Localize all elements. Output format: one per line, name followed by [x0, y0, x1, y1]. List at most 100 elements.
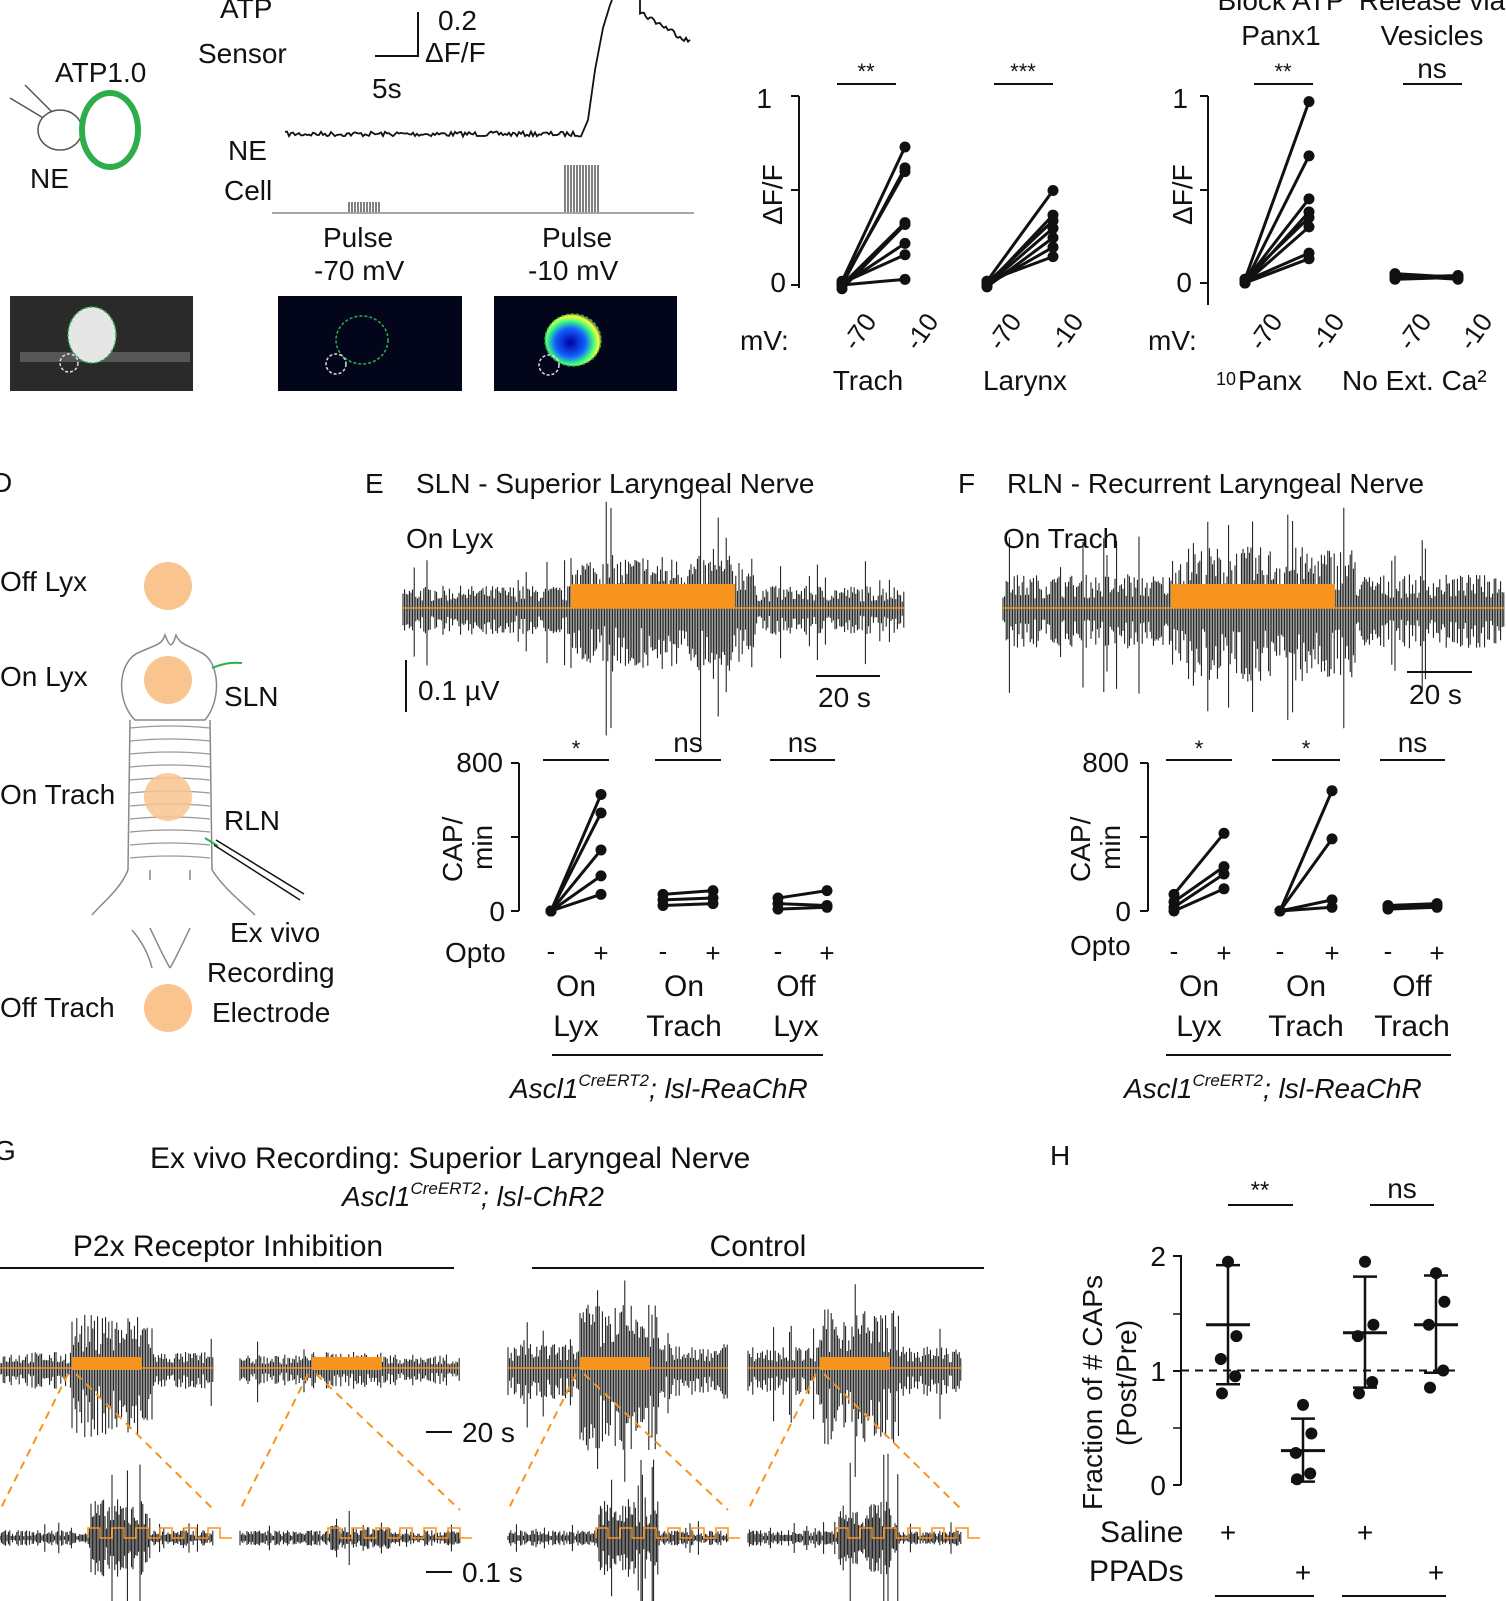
c-paired-points — [1239, 96, 1464, 289]
time-scale: 5s — [372, 73, 402, 104]
g-pulse-train — [327, 1527, 472, 1539]
f-ytick-800: 800 — [1082, 747, 1129, 778]
cap-point — [1326, 833, 1338, 845]
pulse-small — [348, 202, 380, 212]
e-nerve-trace — [402, 491, 905, 748]
opto-minus: - — [1276, 936, 1285, 966]
pair-line — [1244, 225, 1310, 285]
sig-label: ns — [788, 727, 818, 758]
opto-minus: - — [547, 936, 556, 966]
cap-pair-line — [1387, 903, 1438, 909]
pair-point — [899, 166, 911, 178]
site-on-lyx: On Lyx — [0, 661, 88, 692]
h-saline-plus: + — [1357, 1517, 1373, 1548]
trachea-ring — [129, 751, 211, 755]
cap-point — [1168, 905, 1180, 917]
f-ylabel-2: min — [1095, 825, 1126, 870]
cap-point — [707, 898, 719, 910]
h-point — [1289, 1446, 1302, 1459]
group-label: On — [1286, 970, 1326, 1003]
c-ylabel: ΔF/F — [1167, 164, 1198, 225]
c-xtick: -70 — [1391, 307, 1437, 355]
cap-pair-line — [1387, 905, 1438, 911]
g-traces — [0, 1280, 980, 1601]
ne-cell-row-label-2: Cell — [224, 175, 272, 206]
cap-point — [595, 888, 607, 900]
b-sig-larynx: *** — [1010, 59, 1036, 84]
cap-pair-line — [550, 874, 602, 913]
c-group-noca: No Ext. Ca² — [1342, 365, 1487, 396]
g-zoom-guide — [0, 1373, 69, 1511]
scale-unit: ΔF/F — [425, 37, 486, 68]
cap-pair-line — [1278, 837, 1334, 912]
pair-point — [1303, 150, 1315, 162]
trachea-ring — [129, 842, 211, 846]
h-point — [1366, 1375, 1379, 1388]
h-point — [1424, 1381, 1436, 1394]
panel-g-letter: G — [0, 1135, 16, 1166]
h-ppads-plus: + — [1428, 1557, 1444, 1588]
h-ppads-label: PPADs — [1089, 1555, 1183, 1588]
sig-label: * — [1302, 736, 1311, 761]
pair-point — [1303, 253, 1315, 265]
group-label: On — [1179, 970, 1219, 1003]
panel-e-letter: E — [365, 468, 384, 499]
pair-line — [985, 189, 1055, 283]
trachea-ring — [129, 855, 211, 859]
opto-plus: + — [819, 938, 834, 968]
c-ytick-0: 0 — [1176, 267, 1192, 298]
scale-value: 0.2 — [438, 5, 477, 36]
sensor-title-2: Sensor — [198, 38, 287, 69]
trachea-ring — [129, 764, 211, 768]
g-opto-bar — [580, 1357, 650, 1370]
h-point — [1216, 1387, 1228, 1400]
h-ytick-0: 0 — [1150, 1470, 1166, 1501]
b-group-trach: Trach — [833, 365, 904, 396]
f-nerve-trace — [1002, 507, 1505, 729]
cap-pair-line — [1173, 865, 1225, 903]
cap-pair-line — [662, 896, 714, 902]
pair-point — [1047, 251, 1059, 263]
h-saline-plus: + — [1220, 1517, 1236, 1548]
cap-pair-line — [777, 889, 828, 900]
g-pulse-train — [87, 1527, 232, 1539]
cap-pair-line — [662, 889, 714, 896]
site-dot-on-trach — [144, 773, 192, 821]
pair-point — [1452, 271, 1464, 283]
pair-line — [840, 146, 907, 282]
cap-pair-line — [549, 812, 603, 912]
f-opto-bar — [1171, 584, 1335, 608]
g-group-control: Control — [710, 1230, 807, 1263]
sln-label: SLN — [224, 681, 278, 712]
cap-pair-line — [550, 892, 602, 913]
b-paired-points — [836, 141, 1059, 295]
e-cap-points — [545, 788, 833, 917]
b-xtick: -70 — [981, 307, 1027, 355]
sln-nerve — [211, 661, 243, 669]
c-group-panx-sup: 10 — [1216, 369, 1236, 389]
b-group-larynx: Larynx — [983, 365, 1067, 396]
trachea-ring — [129, 829, 211, 833]
f-opto-label: Opto — [1070, 930, 1131, 961]
pair-point — [1047, 232, 1059, 244]
electrode-label-2: Recording — [207, 957, 335, 988]
cap-point — [821, 901, 833, 913]
h-ylabel-2: (Post/Pre) — [1111, 1320, 1142, 1446]
e-ytick-0: 0 — [489, 896, 505, 927]
g-opto-bar — [72, 1357, 142, 1370]
e-opto-label: Opto — [445, 937, 506, 968]
f-significance: * * ns — [1166, 727, 1445, 761]
c-ytick-1: 1 — [1172, 83, 1188, 114]
micrograph-minus70 — [278, 296, 462, 391]
h-saline-label: Saline — [1100, 1516, 1183, 1549]
c-sig-panx: ** — [1274, 59, 1292, 84]
opto-plus: + — [1429, 938, 1444, 968]
b-ylabel: ΔF/F — [757, 164, 788, 225]
rln-nerve — [204, 837, 219, 847]
h-ylabel-1: Fraction of # CAPs — [1077, 1275, 1108, 1510]
cap-pair-line — [1278, 790, 1334, 912]
f-cap-points — [1168, 785, 1443, 917]
h-point — [1297, 1398, 1309, 1411]
cell-schematic: ATP1.0 NE — [9, 57, 146, 194]
